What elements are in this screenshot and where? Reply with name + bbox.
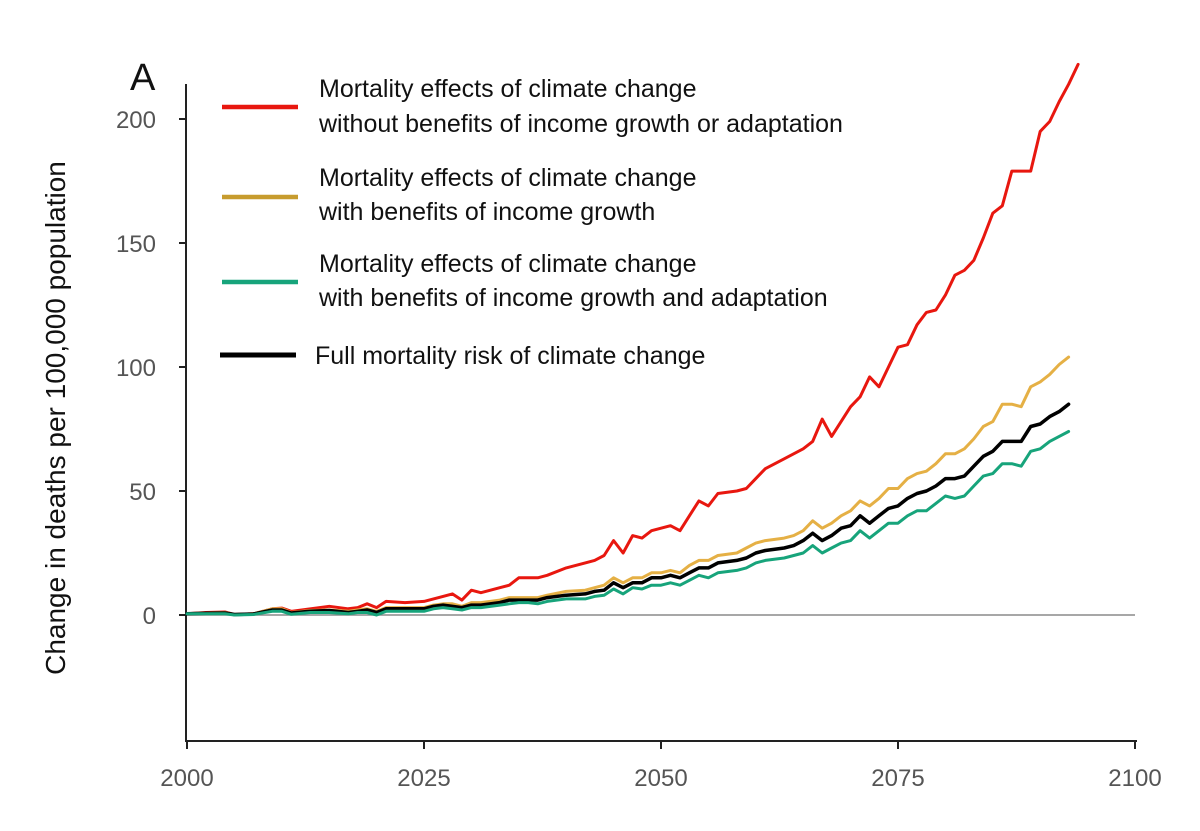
legend-label-income-and-adaptation: Mortality effects of climate change — [319, 250, 697, 278]
ticks: 2000 2025 2050 2075 2100 0 50 100 150 200 — [116, 107, 1162, 792]
series-line-full-risk — [185, 402, 1071, 617]
y-tick-label: 150 — [116, 231, 156, 258]
y-tick-label: 200 — [116, 107, 156, 134]
y-tick-label: 100 — [116, 355, 156, 382]
legend-label-income-growth: Mortality effects of climate change — [319, 164, 697, 192]
x-tick-label: 2100 — [1108, 765, 1161, 792]
x-tick-label: 2050 — [634, 765, 687, 792]
series-line-no-adaptation — [185, 62, 1080, 616]
panel-letter: A — [130, 57, 156, 99]
y-axis-title: Change in deaths per 100,000 population — [40, 161, 71, 675]
x-tick-label: 2075 — [871, 765, 924, 792]
legend: Mortality effects of climate change witho… — [220, 75, 843, 370]
series-line-income-and-adaptation — [185, 430, 1071, 617]
legend-label-full-risk: Full mortality risk of climate change — [315, 342, 705, 370]
series-layer — [185, 62, 1080, 617]
x-tick-label: 2000 — [160, 765, 213, 792]
legend-label-income-and-adaptation: with benefits of income growth and adapt… — [318, 284, 828, 312]
legend-label-no-adaptation: Mortality effects of climate change — [319, 75, 697, 103]
legend-label-no-adaptation: without benefits of income growth or ada… — [318, 110, 843, 138]
legend-label-income-growth: with benefits of income growth — [318, 198, 655, 226]
y-tick-label: 50 — [129, 479, 156, 506]
x-tick-label: 2025 — [397, 765, 450, 792]
y-tick-label: 0 — [143, 603, 156, 630]
